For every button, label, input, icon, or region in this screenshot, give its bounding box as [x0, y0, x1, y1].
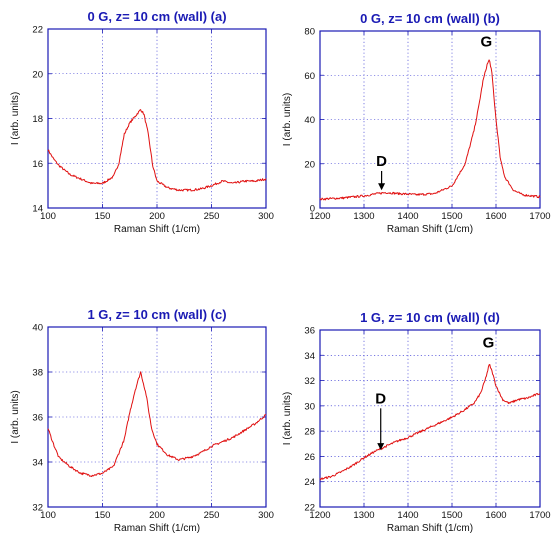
- x-axis-label: Raman Shift (1/cm): [387, 523, 473, 534]
- y-tick-label: 18: [32, 114, 43, 125]
- y-tick-label: 34: [32, 458, 43, 469]
- x-tick-label: 200: [149, 211, 165, 222]
- series-line-0: [319, 59, 541, 201]
- y-tick-label: 32: [32, 503, 43, 514]
- x-tick-label: 1200: [309, 510, 330, 521]
- y-tick-label: 38: [32, 368, 43, 379]
- x-tick-label: 1600: [485, 211, 506, 222]
- y-tick-label: 24: [304, 477, 315, 488]
- x-tick-label: 1200: [309, 211, 330, 222]
- x-tick-label: 1500: [441, 510, 462, 521]
- y-tick-label: 60: [304, 71, 315, 82]
- y-tick-label: 28: [304, 427, 315, 438]
- chart-panel-0: 100 150 200 250 300 14 16 18 20 22 0 G, z= 10 cm (…: [10, 9, 274, 235]
- x-tick-label: 1300: [353, 510, 374, 521]
- y-tick-label: 80: [304, 27, 315, 38]
- chart-title: 0 G, z= 10 cm (wall) (b): [360, 11, 500, 26]
- peak-label-D: D: [375, 390, 386, 407]
- y-axis-label: I (arb. units): [10, 390, 21, 443]
- y-tick-label: 22: [32, 25, 43, 36]
- x-axis-label: Raman Shift (1/cm): [387, 224, 473, 235]
- x-tick-label: 1500: [441, 211, 462, 222]
- x-tick-label: 1700: [529, 211, 550, 222]
- x-axis-label: Raman Shift (1/cm): [114, 523, 200, 534]
- chart-title: 1 G, z= 10 cm (wall) (c): [87, 307, 226, 322]
- y-tick-label: 32: [304, 376, 315, 387]
- y-tick-label: 22: [304, 503, 315, 514]
- y-axis-label: I (arb. units): [282, 93, 293, 146]
- y-tick-label: 0: [310, 204, 315, 215]
- x-tick-label: 1600: [485, 510, 506, 521]
- x-tick-label: 200: [149, 510, 165, 521]
- x-tick-label: 100: [40, 510, 56, 521]
- y-tick-label: 26: [304, 452, 315, 463]
- y-tick-label: 16: [32, 159, 43, 170]
- x-axis-label: Raman Shift (1/cm): [114, 224, 200, 235]
- x-tick-label: 100: [40, 211, 56, 222]
- chart-panel-2: 100 150 200 250 300 32 34 36 38 40 1 G, z= 10 cm (…: [10, 307, 274, 534]
- x-tick-label: 250: [204, 510, 220, 521]
- plot-frame: [319, 329, 541, 508]
- x-tick-label: 1400: [397, 510, 418, 521]
- x-tick-label: 1400: [397, 211, 418, 222]
- y-tick-label: 20: [304, 159, 315, 170]
- y-tick-label: 36: [304, 326, 315, 337]
- x-tick-label: 150: [95, 211, 111, 222]
- chart-title: 1 G, z= 10 cm (wall) (d): [360, 310, 500, 325]
- y-tick-label: 40: [32, 323, 43, 334]
- x-tick-label: 300: [258, 510, 274, 521]
- series-line-0: [47, 109, 267, 192]
- chart-title: 0 G, z= 10 cm (wall) (a): [87, 9, 226, 24]
- y-tick-label: 36: [32, 413, 43, 424]
- peak-arrow-head: [377, 443, 385, 451]
- y-tick-label: 20: [32, 69, 43, 80]
- x-tick-label: 300: [258, 211, 274, 222]
- series-line-0: [319, 364, 541, 481]
- y-tick-label: 34: [304, 351, 315, 362]
- x-tick-label: 1700: [529, 510, 550, 521]
- chart-panel-3: 1200 1300 1400 1500 1600 1700 22 24 26 28 30 32 34 36…: [282, 310, 551, 534]
- y-tick-label: 30: [304, 401, 315, 412]
- y-tick-label: 40: [304, 115, 315, 126]
- chart-panel-1: 1200 1300 1400 1500 1600 1700 0 20 40 60 80 D G 0 G, …: [282, 11, 551, 235]
- y-tick-label: 14: [32, 204, 43, 215]
- x-tick-label: 1300: [353, 211, 374, 222]
- peak-label-D: D: [376, 153, 387, 170]
- peak-label-G: G: [480, 33, 492, 50]
- x-tick-label: 250: [204, 211, 220, 222]
- peak-arrow-head: [378, 183, 386, 191]
- y-axis-label: I (arb. units): [282, 392, 293, 445]
- peak-label-G: G: [483, 335, 495, 352]
- y-axis-label: I (arb. units): [10, 92, 21, 145]
- x-tick-label: 150: [95, 510, 111, 521]
- series-line-0: [47, 371, 267, 477]
